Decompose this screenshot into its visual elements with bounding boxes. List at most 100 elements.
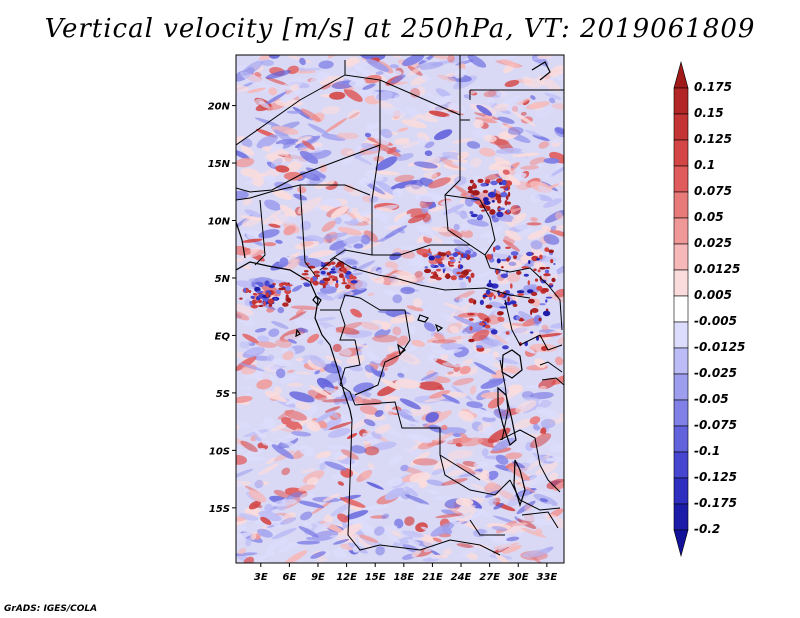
field-blob <box>390 180 418 190</box>
field-blob <box>242 333 259 344</box>
field-speckle <box>483 200 491 205</box>
field-blob <box>354 396 364 404</box>
field-blob <box>364 364 375 373</box>
field-blob <box>399 249 416 259</box>
field-blob <box>429 206 444 212</box>
field-speckle <box>472 190 480 196</box>
field-blob <box>281 467 291 476</box>
field-blob <box>375 156 398 171</box>
field-blob <box>287 382 303 387</box>
map-frame <box>235 54 565 564</box>
field-blob <box>317 316 336 322</box>
field-blob <box>351 207 359 212</box>
field-speckle <box>258 305 264 307</box>
field-blob <box>300 108 321 122</box>
field-blob <box>279 374 298 384</box>
field-blob <box>504 452 523 460</box>
field-blob <box>525 101 550 110</box>
field-speckle <box>510 251 519 256</box>
field-blob <box>433 332 446 342</box>
field-blob <box>451 209 469 219</box>
field-speckle <box>469 211 474 215</box>
field-blob <box>430 226 449 233</box>
field-blob <box>436 348 463 355</box>
field-blob <box>284 410 308 421</box>
field-blob <box>242 448 266 458</box>
field-blob <box>430 555 439 560</box>
field-blob <box>424 150 433 157</box>
field-blob <box>415 61 444 70</box>
field-blob <box>297 257 323 268</box>
field-blob <box>362 69 379 77</box>
field-blob <box>453 223 460 231</box>
field-blob <box>317 339 324 345</box>
field-blob <box>377 309 403 314</box>
field-blob <box>360 321 380 331</box>
field-blob <box>261 283 281 297</box>
field-blob <box>401 366 408 374</box>
field-speckle <box>497 292 501 296</box>
field-blob <box>328 421 353 430</box>
field-blob <box>538 141 550 149</box>
field-blob <box>401 119 427 129</box>
field-speckle <box>485 304 493 309</box>
field-blob <box>279 428 296 433</box>
field-speckle <box>452 252 459 257</box>
field-blob <box>392 187 404 198</box>
field-speckle <box>470 272 475 278</box>
field-blob <box>537 55 555 60</box>
velocity-field <box>236 55 564 563</box>
field-blob <box>483 90 498 98</box>
lat-tick-label: EQ <box>215 331 231 342</box>
field-blob <box>238 548 247 555</box>
lon-tick-label: 24E <box>451 572 472 583</box>
field-blob <box>266 354 275 362</box>
field-blob <box>321 220 336 232</box>
field-blob <box>335 321 363 333</box>
field-blob <box>393 94 401 102</box>
field-speckle <box>496 211 504 218</box>
lon-tick-label: 18E <box>393 572 414 583</box>
field-blob <box>329 240 348 251</box>
field-blob <box>264 199 281 211</box>
field-blob <box>539 498 549 503</box>
field-blob <box>447 55 455 63</box>
field-blob <box>374 526 385 536</box>
field-speckle <box>468 318 474 321</box>
field-blob <box>322 493 340 502</box>
field-blob <box>394 174 415 183</box>
field-speckle <box>434 255 442 259</box>
field-blob <box>373 155 385 162</box>
field-blob <box>544 173 553 179</box>
field-blob <box>416 136 427 146</box>
colorbar-level-label: 0.0125 <box>694 262 741 276</box>
field-blob <box>361 470 372 480</box>
field-blob <box>470 484 486 491</box>
field-blob <box>389 64 399 69</box>
field-blob <box>357 347 375 358</box>
field-blob <box>409 309 432 316</box>
field-speckle <box>538 317 542 322</box>
field-blob <box>456 543 475 549</box>
field-blob <box>239 341 251 349</box>
field-blob <box>407 214 427 224</box>
field-blob <box>516 227 542 237</box>
field-blob <box>262 110 273 117</box>
lat-tick-label: 15S <box>209 504 230 515</box>
colorbar-swatch <box>673 243 689 271</box>
field-blob <box>302 140 315 150</box>
field-blob <box>389 252 402 261</box>
field-speckle <box>301 272 309 276</box>
lat-tick-label: 15N <box>208 159 231 170</box>
field-blob <box>479 147 496 157</box>
field-blob <box>438 101 448 105</box>
field-speckle <box>495 268 499 275</box>
field-speckle <box>539 266 546 270</box>
field-blob <box>504 79 520 88</box>
field-blob <box>280 78 305 91</box>
field-blob <box>491 526 508 531</box>
field-blob <box>236 157 255 168</box>
field-blob <box>427 354 438 362</box>
field-speckle <box>468 276 472 283</box>
field-blob <box>353 243 364 249</box>
